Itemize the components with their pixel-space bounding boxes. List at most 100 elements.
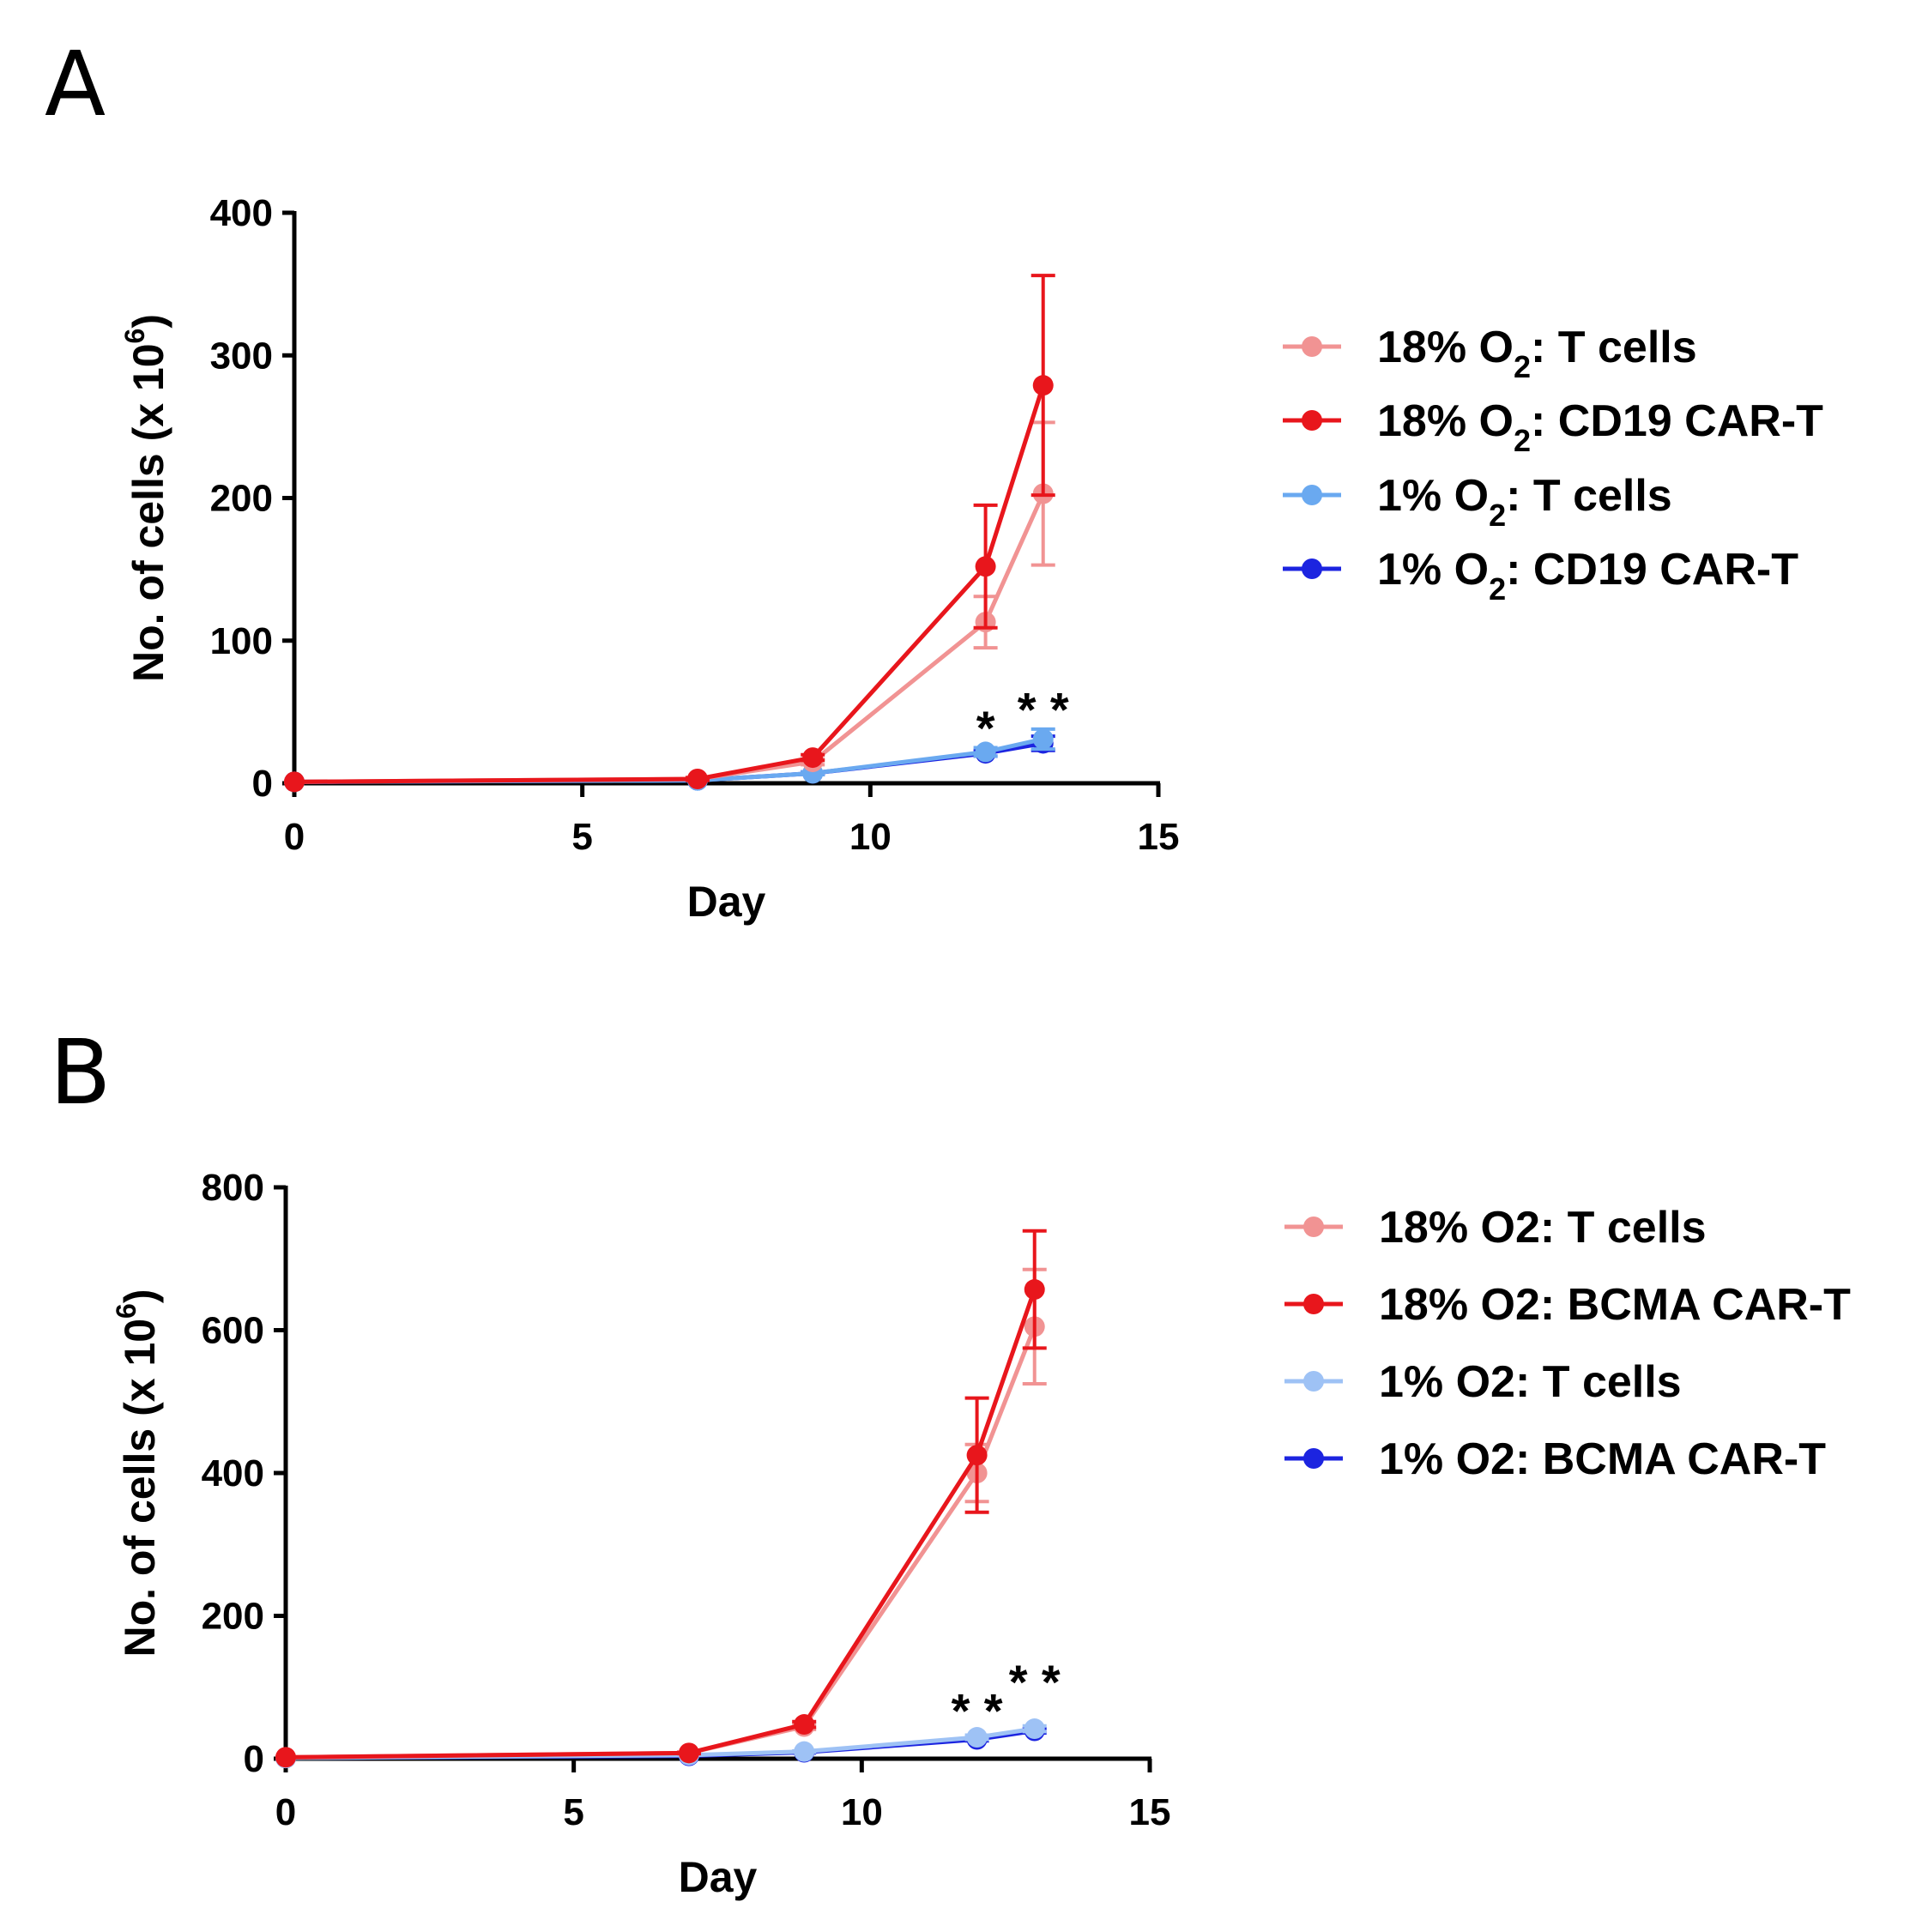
panel-b-x-tick-label: 5 bbox=[563, 1791, 583, 1833]
panel-b-x-tick-label: 10 bbox=[841, 1791, 883, 1833]
panel-b-letter: B bbox=[50, 1020, 111, 1125]
panel-a-y-axis-title-main: No. of cells (x 10 bbox=[124, 343, 172, 682]
panel-b-legend-label-main: 1% O2: BCMA CAR-T bbox=[1379, 1434, 1826, 1484]
panel-b-data-point bbox=[1024, 1279, 1045, 1301]
panel-a-legend-label: 18% O2: T cells bbox=[1377, 323, 1697, 384]
panel-a-legend-entry: 18% O2: T cells bbox=[1283, 323, 1697, 384]
panel-b-legend-entry: 18% O2: T cells bbox=[1284, 1203, 1707, 1253]
panel-b-y-tick-label: 600 bbox=[202, 1310, 264, 1352]
panel-a-x-tick-label: 5 bbox=[571, 816, 592, 858]
panel-b-legend-entry: 1% O2: BCMA CAR-T bbox=[1284, 1434, 1826, 1484]
panel-b-x-tick-label: 0 bbox=[275, 1791, 296, 1833]
panel-a-legend-label-rest: : T cells bbox=[1531, 323, 1697, 372]
panel-b-data-point bbox=[966, 1727, 988, 1748]
panel-b-data-point bbox=[275, 1747, 296, 1768]
panel-a-legend-label: 18% O2: CD19 CAR-T bbox=[1377, 396, 1823, 458]
panel-a-legend-label-sub: 2 bbox=[1489, 571, 1506, 607]
panel-a-y-axis-title: No. of cells (x 106) bbox=[119, 314, 172, 682]
panel-a-x-tick-label: 10 bbox=[849, 816, 891, 858]
panel-a-legend-label-sub: 2 bbox=[1514, 349, 1531, 384]
panel-b-series-line bbox=[285, 1289, 1037, 1760]
panel-a-legend-label-main: 1% O bbox=[1377, 471, 1489, 521]
panel-b-data-point bbox=[794, 1741, 815, 1762]
panel-a-series-line bbox=[293, 737, 1044, 784]
panel-a-legend-entry: 18% O2: CD19 CAR-T bbox=[1283, 396, 1823, 458]
panel-a-y-tick-label: 300 bbox=[210, 335, 273, 377]
panel-b-legend-label-main: 1% O2: T cells bbox=[1379, 1357, 1682, 1407]
panel-b-significance-label: ** bbox=[1009, 1655, 1061, 1709]
panel-a-data-point bbox=[284, 771, 305, 793]
panel-b-legend-label-main: 18% O2: BCMA CAR-T bbox=[1379, 1280, 1851, 1330]
panel-a-x-tick-label: 15 bbox=[1138, 816, 1180, 858]
panel-a-legend-label-main: 1% O bbox=[1377, 545, 1489, 595]
panel-a-legend-label-sub: 2 bbox=[1489, 498, 1506, 533]
panel-a-data-point bbox=[1032, 375, 1054, 396]
panel-b-legend: 18% O2: T cells 18% O2: BCMA CAR-T 1% O2: … bbox=[1284, 1203, 1851, 1484]
panel-a-legend-label-main: 18% O bbox=[1377, 323, 1514, 372]
panel-a-y-axis-title-close: ) bbox=[124, 314, 172, 329]
panel-a-series-line bbox=[293, 740, 1044, 784]
panel-b-legend-swatch-point bbox=[1303, 1217, 1324, 1237]
panel-b-y-tick-label: 800 bbox=[202, 1167, 264, 1209]
panel-b-legend-label-main: 18% O2: T cells bbox=[1379, 1203, 1707, 1253]
panel-b-legend-label: 18% O2: T cells bbox=[1379, 1203, 1707, 1253]
panel-a-legend-label: 1% O2: T cells bbox=[1377, 471, 1672, 533]
panel-a: A 0 100 200 300 400 0 5 10 15 Day No. of cells (x 1… bbox=[45, 32, 1823, 926]
panel-b-legend-label: 18% O2: BCMA CAR-T bbox=[1379, 1280, 1851, 1330]
panel-b-y-tick-label: 0 bbox=[244, 1738, 264, 1780]
panel-a-series-line bbox=[293, 384, 1046, 784]
panel-a-data-point bbox=[975, 556, 996, 577]
panel-a-legend-swatch-point bbox=[1302, 336, 1322, 357]
panel-b-data-point bbox=[678, 1742, 699, 1764]
panel-b-legend-entry: 18% O2: BCMA CAR-T bbox=[1284, 1280, 1851, 1330]
panel-a-legend-swatch-point bbox=[1302, 558, 1322, 579]
panel-b-legend-swatch-point bbox=[1303, 1448, 1324, 1469]
panel-a-significance-label: * bbox=[976, 701, 995, 755]
panel-b-y-axis-title-sup: 6 bbox=[111, 1303, 142, 1319]
panel-a-legend-label-rest: : T cells bbox=[1506, 471, 1672, 521]
panel-b: B 0 200 400 600 800 0 5 10 15 Day No. of cells (x 1… bbox=[50, 1020, 1851, 1901]
panel-a-series-1 bbox=[284, 274, 1055, 793]
panel-a-y-axis-title-sup: 6 bbox=[119, 329, 150, 344]
panel-b-legend-entry: 1% O2: T cells bbox=[1284, 1357, 1682, 1407]
panel-a-y-tick-label: 100 bbox=[210, 620, 273, 662]
panel-a-x-tick-label: 0 bbox=[284, 816, 305, 858]
panel-a-legend-entry: 1% O2: T cells bbox=[1283, 471, 1672, 533]
panel-a-legend-label: 1% O2: CD19 CAR-T bbox=[1377, 545, 1798, 607]
panel-a-legend-swatch-point bbox=[1302, 410, 1322, 431]
panel-b-legend-swatch-point bbox=[1303, 1371, 1324, 1392]
panel-b-legend-label: 1% O2: BCMA CAR-T bbox=[1379, 1434, 1826, 1484]
panel-a-x-axis-title: Day bbox=[687, 878, 766, 926]
panel-a-y-tick-label: 200 bbox=[210, 478, 273, 520]
panel-b-x-axis-title: Day bbox=[679, 1853, 758, 1901]
panel-a-data-point bbox=[1032, 728, 1054, 750]
panel-a-series-0 bbox=[284, 420, 1055, 793]
panel-b-data-point bbox=[966, 1445, 988, 1466]
panel-a-data-point bbox=[975, 741, 996, 763]
panel-a-series-line bbox=[293, 492, 1046, 784]
panel-a-legend-label-sub: 2 bbox=[1514, 423, 1531, 458]
panel-a-legend-label-rest: : CD19 CAR-T bbox=[1506, 545, 1798, 595]
panel-b-y-axis-title-main: No. of cells (x 10 bbox=[116, 1319, 164, 1657]
panel-a-data-point bbox=[802, 747, 824, 769]
panel-b-series-1 bbox=[275, 1229, 1047, 1768]
panel-a-legend-label-main: 18% O bbox=[1377, 396, 1514, 446]
panel-b-y-tick-label: 400 bbox=[202, 1452, 264, 1494]
panel-b-legend-swatch-point bbox=[1303, 1294, 1324, 1314]
panel-a-legend-swatch-point bbox=[1302, 485, 1322, 505]
panel-b-y-tick-label: 200 bbox=[202, 1596, 264, 1638]
panel-b-series-0 bbox=[275, 1267, 1047, 1768]
panel-a-letter: A bbox=[45, 32, 106, 136]
panel-a-data-point bbox=[686, 769, 708, 790]
panel-b-data-point bbox=[1024, 1718, 1045, 1740]
panel-a-y-tick-label: 400 bbox=[210, 192, 273, 234]
panel-b-y-axis-title-close: ) bbox=[116, 1289, 164, 1303]
panel-b-data-point bbox=[794, 1714, 815, 1736]
panel-b-x-tick-label: 15 bbox=[1129, 1791, 1171, 1833]
panel-a-legend-label-rest: : CD19 CAR-T bbox=[1531, 396, 1823, 446]
panel-b-legend-label: 1% O2: T cells bbox=[1379, 1357, 1682, 1407]
panel-a-legend-entry: 1% O2: CD19 CAR-T bbox=[1283, 545, 1798, 607]
panel-b-y-axis-title: No. of cells (x 106) bbox=[111, 1289, 164, 1657]
